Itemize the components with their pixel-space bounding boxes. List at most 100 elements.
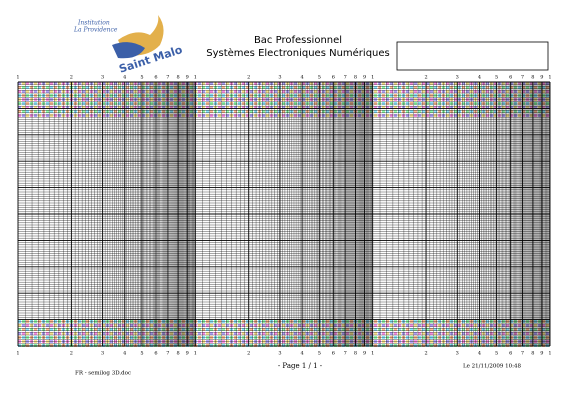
- band-cell: [382, 94, 385, 97]
- band-cell: [74, 114, 77, 117]
- band-cell: [110, 110, 113, 113]
- band-cell: [30, 344, 33, 347]
- band-cell: [362, 86, 365, 89]
- band-cell: [246, 336, 249, 339]
- band-cell: [58, 320, 61, 323]
- band-cell: [102, 90, 105, 93]
- band-cell: [82, 332, 85, 335]
- band-cell: [122, 94, 125, 97]
- band-cell: [466, 82, 469, 85]
- band-cell: [518, 114, 521, 117]
- band-cell: [158, 110, 161, 113]
- band-cell: [254, 86, 257, 89]
- axis-label: 5: [140, 351, 143, 357]
- band-cell: [174, 86, 177, 89]
- band-cell: [358, 324, 361, 327]
- band-cell: [206, 344, 209, 347]
- band-cell: [242, 344, 245, 347]
- band-cell: [238, 324, 241, 327]
- band-cell: [434, 336, 437, 339]
- band-cell: [538, 106, 541, 109]
- band-cell: [446, 82, 449, 85]
- band-cell: [322, 110, 325, 113]
- band-cell: [74, 94, 77, 97]
- band-cell: [402, 324, 405, 327]
- band-cell: [494, 328, 497, 331]
- band-cell: [54, 324, 57, 327]
- band-cell: [126, 86, 129, 89]
- band-cell: [138, 324, 141, 327]
- band-cell: [46, 94, 49, 97]
- band-cell: [150, 328, 153, 331]
- band-cell: [170, 324, 173, 327]
- band-cell: [322, 94, 325, 97]
- band-cell: [446, 336, 449, 339]
- band-cell: [242, 106, 245, 109]
- band-cell: [38, 82, 41, 85]
- band-cell: [518, 90, 521, 93]
- band-cell: [42, 332, 45, 335]
- band-cell: [62, 114, 65, 117]
- band-cell: [218, 106, 221, 109]
- band-cell: [102, 344, 105, 347]
- band-cell: [122, 328, 125, 331]
- band-cell: [234, 102, 237, 105]
- band-cell: [414, 328, 417, 331]
- band-cell: [334, 82, 337, 85]
- band-cell: [446, 324, 449, 327]
- band-cell: [334, 110, 337, 113]
- band-cell: [342, 90, 345, 93]
- band-cell: [430, 82, 433, 85]
- title: Bac Professionnel: [254, 35, 342, 46]
- band-cell: [466, 86, 469, 89]
- band-cell: [414, 344, 417, 347]
- band-cell: [306, 332, 309, 335]
- band-cell: [366, 82, 369, 85]
- axis-label: 9: [363, 75, 366, 81]
- band-cell: [430, 90, 433, 93]
- band-cell: [518, 86, 521, 89]
- band-cell: [246, 86, 249, 89]
- band-cell: [398, 106, 401, 109]
- band-cell: [326, 94, 329, 97]
- band-cell: [234, 328, 237, 331]
- band-cell: [250, 328, 253, 331]
- band-cell: [42, 106, 45, 109]
- band-cell: [174, 90, 177, 93]
- band-cell: [46, 110, 49, 113]
- band-cell: [94, 336, 97, 339]
- band-cell: [490, 110, 493, 113]
- band-cell: [226, 106, 229, 109]
- band-cell: [86, 324, 89, 327]
- band-cell: [394, 336, 397, 339]
- band-cell: [306, 320, 309, 323]
- band-cell: [238, 320, 241, 323]
- band-cell: [26, 110, 29, 113]
- band-cell: [442, 82, 445, 85]
- band-cell: [86, 82, 89, 85]
- band-cell: [150, 90, 153, 93]
- band-cell: [462, 332, 465, 335]
- band-cell: [274, 82, 277, 85]
- band-cell: [526, 106, 529, 109]
- band-cell: [314, 336, 317, 339]
- band-cell: [298, 332, 301, 335]
- band-cell: [394, 344, 397, 347]
- axis-label: 8: [177, 351, 180, 357]
- band-cell: [178, 114, 181, 117]
- band-cell: [406, 320, 409, 323]
- band-cell: [122, 320, 125, 323]
- band-cell: [486, 332, 489, 335]
- band-cell: [158, 114, 161, 117]
- band-cell: [226, 94, 229, 97]
- band-cell: [238, 344, 241, 347]
- band-cell: [462, 94, 465, 97]
- band-cell: [286, 94, 289, 97]
- band-cell: [110, 82, 113, 85]
- band-cell: [466, 324, 469, 327]
- band-cell: [130, 114, 133, 117]
- band-cell: [250, 332, 253, 335]
- band-cell: [294, 82, 297, 85]
- band-cell: [250, 114, 253, 117]
- band-cell: [50, 102, 53, 105]
